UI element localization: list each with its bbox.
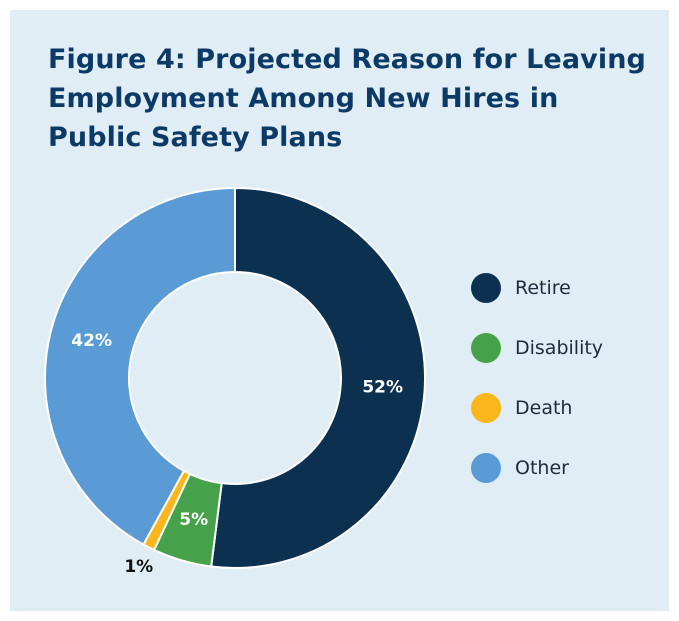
legend-swatch-retire xyxy=(471,273,501,303)
legend-item-disability: Disability xyxy=(471,333,603,363)
legend-label-other: Other xyxy=(515,457,569,479)
chart-title-prefix: Figure 4: xyxy=(48,44,186,75)
slice-retire xyxy=(210,186,426,569)
legend-item-death: Death xyxy=(471,393,572,423)
legend-label-death: Death xyxy=(515,397,572,419)
slice-labels: 52% 5% 1% 42% xyxy=(71,331,403,577)
legend-label-retire: Retire xyxy=(515,277,571,299)
legend: Retire Disability Death Other xyxy=(471,273,603,483)
legend-swatch-disability xyxy=(471,333,501,363)
slice-other xyxy=(44,186,236,546)
slice-label-retire: 52% xyxy=(362,377,403,397)
legend-item-retire: Retire xyxy=(471,273,571,303)
legend-swatch-death xyxy=(471,393,501,423)
slice-label-other: 42% xyxy=(71,331,112,351)
legend-swatch-other xyxy=(471,453,501,483)
legend-item-other: Other xyxy=(471,453,569,483)
slice-label-disability: 5% xyxy=(179,510,208,530)
chart-title: Figure 4: Projected Reason for Leaving E… xyxy=(48,40,648,157)
chart-title-text: Projected Reason for Leaving Employment … xyxy=(48,44,646,153)
legend-label-disability: Disability xyxy=(515,337,603,359)
slice-label-death: 1% xyxy=(124,557,153,577)
donut-slices xyxy=(44,186,426,569)
